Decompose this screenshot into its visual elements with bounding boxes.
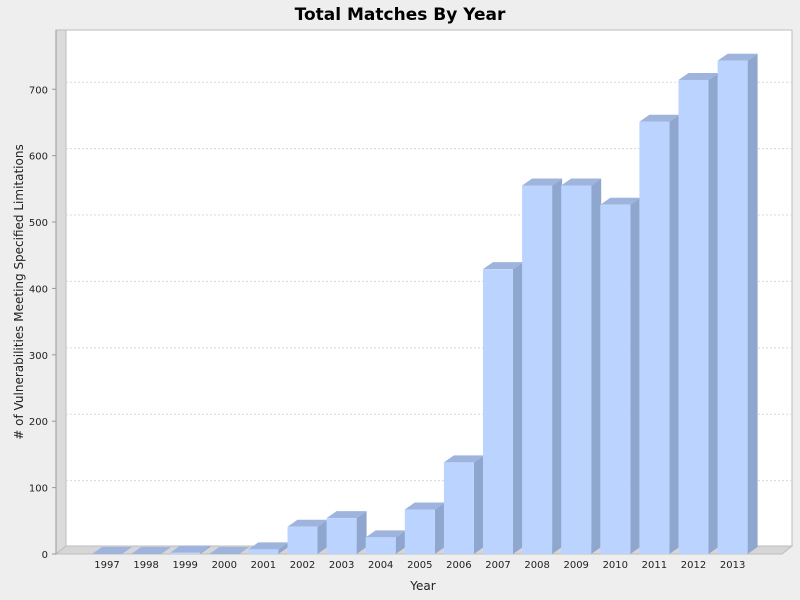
- bar-1998: [131, 547, 172, 554]
- left-wall: [55, 29, 67, 556]
- bar-2009: [561, 178, 602, 554]
- x-tick-label: 1997: [94, 560, 119, 571]
- y-tick-label: 200: [29, 417, 48, 428]
- chart-title: Total Matches By Year: [295, 5, 506, 25]
- bar-front: [717, 60, 748, 554]
- bar-top: [522, 178, 563, 186]
- bar-2008: [522, 178, 563, 554]
- bar-top: [365, 530, 406, 538]
- bar-top: [561, 178, 602, 186]
- bar-2005: [404, 502, 445, 554]
- bar-front: [600, 204, 631, 555]
- bar-side: [356, 511, 367, 554]
- bar-1997: [92, 547, 132, 554]
- bar-top: [639, 114, 680, 122]
- bar-top: [600, 197, 641, 205]
- x-tick-label: 2005: [407, 560, 432, 571]
- x-tick-label: 1998: [133, 560, 158, 571]
- bar-2004: [365, 530, 406, 554]
- bar-top: [287, 519, 328, 527]
- bar-top: [717, 53, 758, 61]
- x-tick-label: 2011: [642, 560, 667, 571]
- bar-top: [131, 547, 172, 554]
- bar-front: [248, 549, 279, 554]
- bar-top: [209, 547, 250, 554]
- bar-front: [443, 462, 474, 554]
- bar-front: [639, 121, 670, 554]
- y-tick-label: 100: [29, 484, 48, 495]
- bar-side: [669, 114, 680, 554]
- y-axis-ticks: 0 100 200 300 400 500 600 700: [29, 85, 56, 561]
- bar-2001: [248, 542, 289, 554]
- bar-2006: [443, 455, 484, 554]
- x-tick-label: 2001: [251, 560, 276, 571]
- y-tick-label: 0: [42, 550, 48, 561]
- bar-side: [317, 519, 328, 554]
- x-tick-label: 1999: [172, 560, 197, 571]
- bar-2007: [483, 262, 523, 554]
- bar-front: [561, 185, 592, 554]
- x-tick-label: 2007: [485, 560, 510, 571]
- bar-front: [483, 269, 513, 554]
- x-tick-label: 2006: [446, 560, 471, 571]
- bar-front: [404, 509, 435, 554]
- bar-side: [200, 545, 211, 554]
- bar-side: [395, 530, 406, 554]
- y-tick-label: 500: [29, 218, 48, 229]
- bar-side: [747, 53, 758, 554]
- bar-2013: [717, 53, 758, 554]
- x-tick-label: 2012: [681, 560, 706, 571]
- bar-top: [678, 72, 719, 80]
- bar-front: [170, 552, 201, 554]
- bar-top: [170, 545, 211, 553]
- bar-side: [552, 178, 563, 554]
- bar-top: [404, 502, 445, 510]
- x-axis-ticks: 1997 1998 1999 2000 2001 2002 2003 2004 2005 2006…: [94, 560, 745, 571]
- bar-front: [326, 518, 357, 554]
- bar-2011: [639, 114, 680, 554]
- y-tick-label: 600: [29, 152, 48, 163]
- bar-top: [326, 511, 367, 519]
- x-tick-label: 2003: [329, 560, 354, 571]
- y-axis-title: # of Vulnerabilities Meeting Specified L…: [12, 144, 26, 439]
- x-tick-label: 2009: [563, 560, 588, 571]
- x-tick-label: 2013: [720, 560, 745, 571]
- y-tick-label: 300: [29, 351, 48, 362]
- bar-side: [513, 262, 523, 554]
- bar-side: [278, 542, 289, 554]
- bar-top: [483, 262, 523, 270]
- bar-2002: [287, 519, 328, 554]
- bar-front: [522, 185, 553, 554]
- bar-front: [287, 526, 318, 554]
- x-axis-title: Year: [409, 579, 435, 593]
- bar-side: [591, 178, 602, 554]
- bar-2003: [326, 511, 367, 554]
- bar-2012: [678, 72, 719, 555]
- x-tick-label: 2002: [290, 560, 315, 571]
- y-tick-label: 400: [29, 284, 48, 295]
- bar-front: [678, 79, 709, 555]
- x-tick-label: 2008: [524, 560, 549, 571]
- bar-top: [92, 547, 132, 554]
- bar-top: [248, 542, 289, 550]
- x-tick-label: 2010: [603, 560, 628, 571]
- x-tick-label: 2004: [368, 560, 393, 571]
- bar-top: [443, 455, 484, 463]
- bar-side: [434, 502, 445, 554]
- bar-2000: [209, 547, 250, 554]
- bar-front: [365, 537, 396, 554]
- bar-side: [708, 72, 719, 555]
- x-tick-label: 2000: [212, 560, 237, 571]
- bar-1999: [170, 545, 211, 554]
- bar-side: [630, 197, 641, 555]
- bar-2010: [600, 197, 641, 555]
- bar-side: [473, 455, 484, 554]
- y-tick-label: 700: [29, 85, 48, 96]
- bars: [92, 53, 758, 555]
